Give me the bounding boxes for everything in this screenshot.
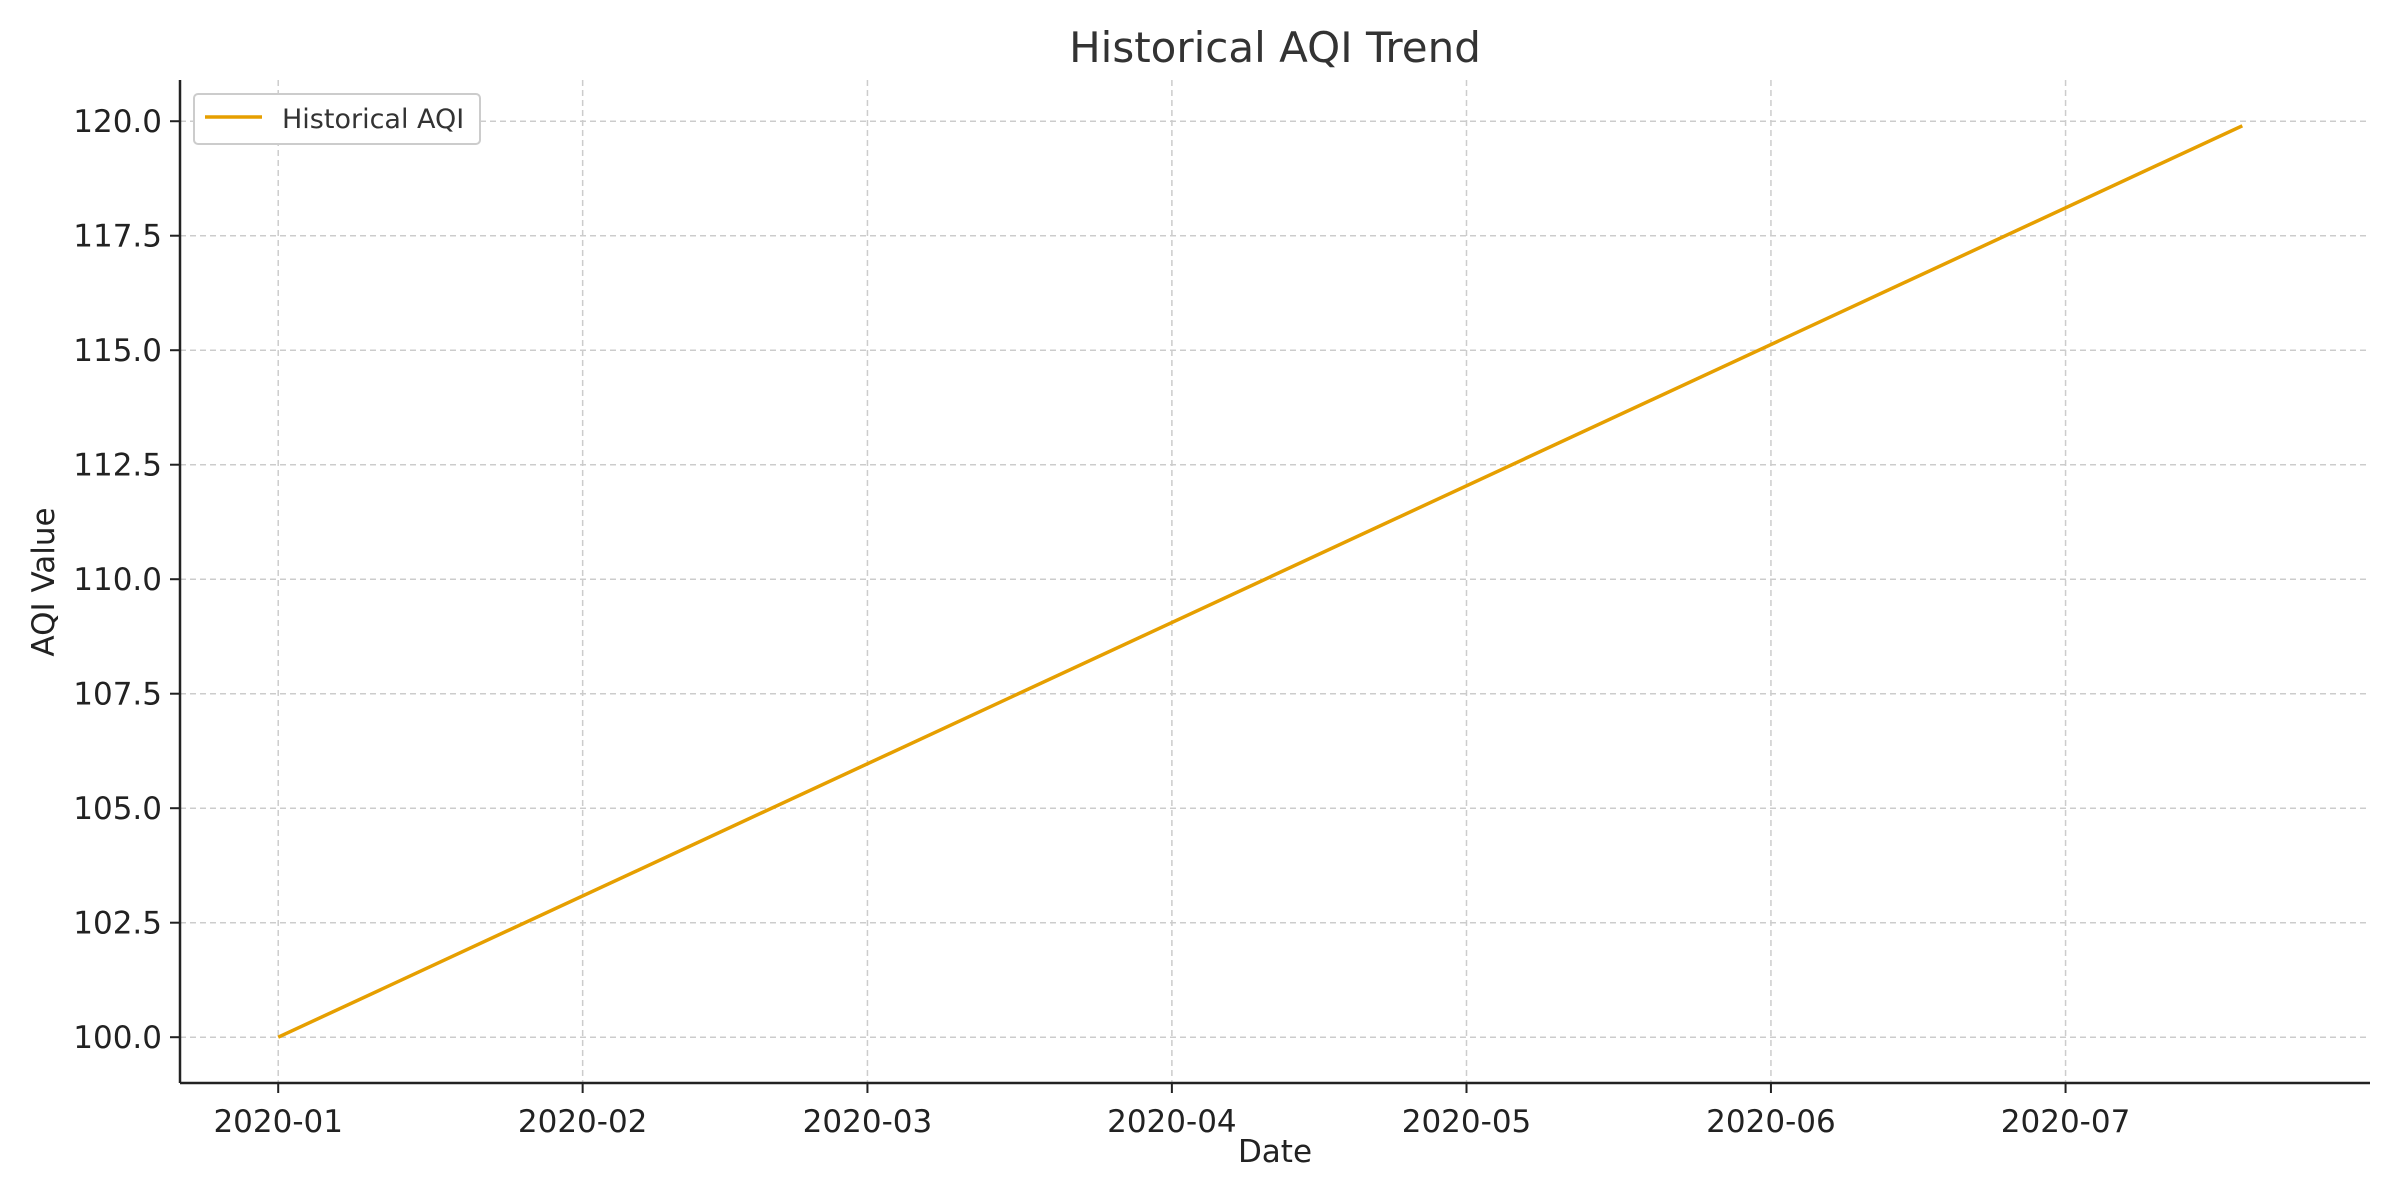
legend-label-historical-aqi: Historical AQI — [282, 104, 464, 135]
series — [277, 124, 2244, 1039]
y-tick-label: 110.0 — [73, 562, 162, 598]
x-tick-label: 2020-07 — [2001, 1104, 2131, 1140]
x-axis-ticks: 2020-01 2020-02 2020-03 2020-04 2020-05 2020-… — [213, 1083, 2130, 1140]
y-tick-label: 112.5 — [73, 448, 162, 484]
y-tick-label: 117.5 — [73, 219, 162, 255]
chart-title: Historical AQI Trend — [1069, 23, 1481, 72]
y-axis-ticks: 100.0 102.5 105.0 107.5 110.0 112.5 115.0 117.5… — [73, 104, 180, 1056]
x-tick-label: 2020-01 — [213, 1104, 343, 1140]
y-tick-label: 120.0 — [73, 104, 162, 140]
x-tick-label: 2020-04 — [1107, 1104, 1237, 1140]
y-tick-label: 102.5 — [73, 906, 162, 942]
x-tick-label: 2020-02 — [518, 1104, 648, 1140]
x-tick-label: 2020-05 — [1402, 1104, 1532, 1140]
grid — [180, 80, 2370, 1083]
series-line-historical-aqi — [277, 124, 2244, 1039]
y-tick-label: 100.0 — [73, 1020, 162, 1056]
x-tick-label: 2020-06 — [1706, 1104, 1836, 1140]
legend-box — [193, 93, 481, 145]
x-tick-label: 2020-03 — [803, 1104, 933, 1140]
axes — [178, 80, 2370, 1085]
y-tick-label: 107.5 — [73, 677, 162, 713]
legend: Historical AQI — [193, 93, 481, 145]
y-axis-label: AQI Value — [26, 507, 62, 656]
y-tick-label: 105.0 — [73, 791, 162, 827]
y-tick-label: 115.0 — [73, 333, 162, 369]
x-axis-label: Date — [1238, 1134, 1312, 1170]
